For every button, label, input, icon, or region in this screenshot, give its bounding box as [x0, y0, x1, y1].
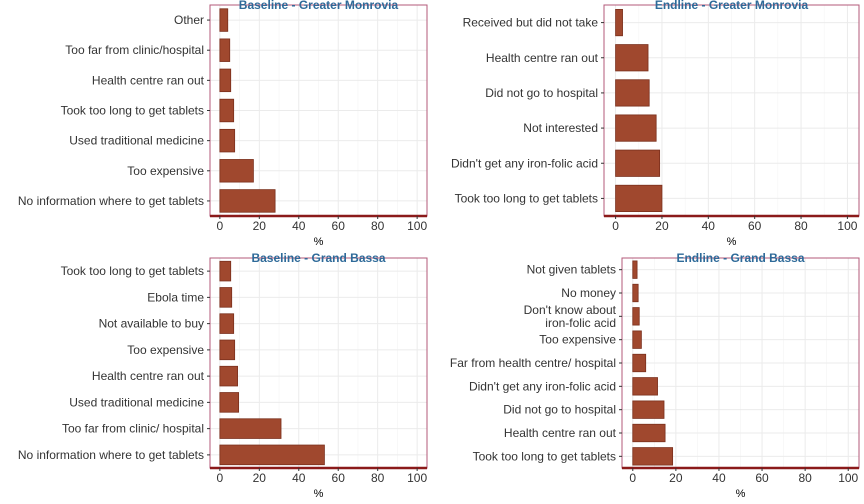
chart-title: Endline - Grand Bassa	[676, 251, 804, 265]
y-tick-label: Ebola time	[147, 290, 204, 304]
bar	[219, 189, 276, 213]
bar	[632, 283, 639, 303]
x-axis-label: %	[314, 236, 324, 248]
bar	[219, 339, 236, 361]
chart-title: Baseline - Greater Monrovia	[239, 0, 399, 12]
y-tick-label: Other	[174, 13, 204, 27]
bar	[615, 8, 623, 37]
y-tick-label: Health centre ran out	[486, 51, 599, 65]
y-tick-label: Did not go to hospital	[503, 403, 616, 417]
y-tick-label: Took too long to get tablets	[61, 264, 204, 278]
x-axis-label: %	[314, 488, 324, 500]
bar	[219, 159, 254, 183]
bar	[219, 38, 231, 62]
y-tick-label: No information where to get tablets	[18, 448, 204, 462]
chart-panel-2: Endline - Greater Monrovia Received but d…	[451, 0, 860, 248]
bar	[615, 184, 663, 213]
y-tick-label: Health centre ran out	[92, 73, 205, 87]
x-tick-label: 20	[669, 471, 683, 485]
y-tick-label: Didn't get any iron-folic acid	[469, 379, 616, 393]
y-tick-label: Not available to buy	[99, 317, 204, 331]
y-tick-label: Too expensive	[539, 333, 616, 347]
y-tick-label: Too far from clinic/ hospital	[62, 422, 204, 436]
bar	[219, 444, 325, 466]
x-tick-label: 60	[332, 471, 346, 485]
bar	[632, 400, 665, 419]
y-tick-label: Did not go to hospital	[485, 86, 598, 100]
chart-panel-4: Endline - Grand Bassa Not given tablets No…	[450, 251, 860, 500]
y-tick-label: Didn't get any iron-folic acid	[451, 156, 598, 170]
x-tick-label: 20	[655, 219, 669, 233]
x-axis-label: %	[736, 488, 746, 500]
bar	[615, 79, 650, 107]
x-tick-label: 100	[407, 471, 427, 485]
bar	[219, 68, 232, 93]
y-tick-label: Used traditional medicine	[69, 134, 204, 148]
x-tick-label: 80	[371, 471, 385, 485]
x-tick-label: 20	[253, 471, 267, 485]
x-tick-label: 40	[292, 219, 306, 233]
y-tick-label: No information where to get tablets	[18, 194, 204, 208]
x-tick-label: 100	[837, 219, 857, 233]
x-tick-label: 0	[612, 219, 619, 233]
bar	[219, 8, 229, 32]
bar	[632, 377, 658, 396]
bar	[632, 353, 647, 373]
y-tick-label: Received but did not take	[463, 16, 599, 30]
bar	[632, 330, 642, 349]
bar	[615, 44, 649, 72]
x-tick-label: 60	[332, 219, 346, 233]
y-tick-label: No money	[561, 286, 616, 300]
x-tick-label: 100	[838, 471, 858, 485]
x-tick-label: 80	[794, 219, 808, 233]
bar	[219, 98, 235, 123]
x-tick-label: 40	[712, 471, 726, 485]
y-tick-label: Not interested	[523, 121, 598, 135]
y-tick-label: Not given tablets	[527, 263, 616, 277]
y-tick-label: Health centre ran out	[92, 369, 205, 383]
bar	[219, 313, 235, 334]
x-axis-label: %	[727, 236, 737, 248]
x-tick-label: 80	[798, 471, 812, 485]
x-tick-label: 80	[371, 219, 385, 233]
bar	[632, 423, 666, 443]
x-tick-label: 0	[629, 471, 636, 485]
x-tick-label: 20	[253, 219, 267, 233]
y-tick-label: Too far from clinic/hospital	[65, 43, 204, 57]
x-tick-label: 0	[217, 219, 224, 233]
y-tick-label: Far from health centre/ hospital	[450, 356, 616, 370]
bar	[219, 392, 240, 413]
y-tick-label: Don't know about iron-folic acid	[524, 303, 617, 330]
bar	[632, 307, 640, 326]
bar	[615, 114, 657, 142]
chart-panel-3: Baseline - Grand Bassa Took too long to g…	[18, 251, 428, 500]
y-tick-label: Took too long to get tablets	[473, 449, 616, 463]
bar	[219, 418, 282, 439]
x-tick-label: 40	[702, 219, 716, 233]
x-tick-label: 100	[407, 219, 427, 233]
y-tick-label: Took too long to get tablets	[455, 191, 598, 205]
x-tick-label: 60	[755, 471, 769, 485]
bar	[219, 260, 232, 282]
bar	[219, 287, 233, 308]
y-tick-label: Used traditional medicine	[69, 395, 204, 409]
bar	[219, 128, 236, 153]
y-tick-label: Too expensive	[127, 164, 204, 178]
bar	[219, 365, 239, 387]
bar	[632, 260, 638, 279]
bar	[632, 447, 674, 466]
x-tick-label: 0	[217, 471, 224, 485]
y-tick-label: Too expensive	[127, 343, 204, 357]
y-tick-label: Health centre ran out	[504, 426, 617, 440]
chart-title: Endline - Greater Monrovia	[655, 0, 809, 12]
chart-panel-1: Baseline - Greater Monrovia Other Too far …	[18, 0, 428, 248]
bar	[615, 149, 661, 177]
y-tick-label: Took too long to get tablets	[61, 104, 204, 118]
x-tick-label: 40	[292, 471, 306, 485]
x-tick-label: 60	[748, 219, 762, 233]
chart-title: Baseline - Grand Bassa	[251, 251, 385, 265]
